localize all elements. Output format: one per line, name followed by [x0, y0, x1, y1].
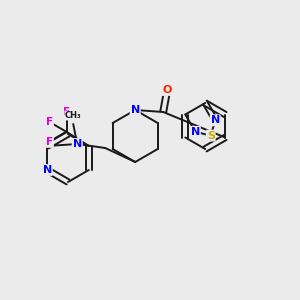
Text: N: N: [130, 105, 140, 115]
Text: F: F: [46, 137, 53, 147]
Text: F: F: [46, 117, 53, 127]
Text: N: N: [73, 139, 82, 149]
Text: N: N: [211, 115, 220, 125]
Text: F: F: [63, 107, 70, 117]
Text: N: N: [191, 127, 200, 137]
Text: S: S: [207, 130, 215, 141]
Text: O: O: [163, 85, 172, 95]
Text: N: N: [43, 165, 52, 175]
Text: CH₃: CH₃: [65, 111, 82, 120]
